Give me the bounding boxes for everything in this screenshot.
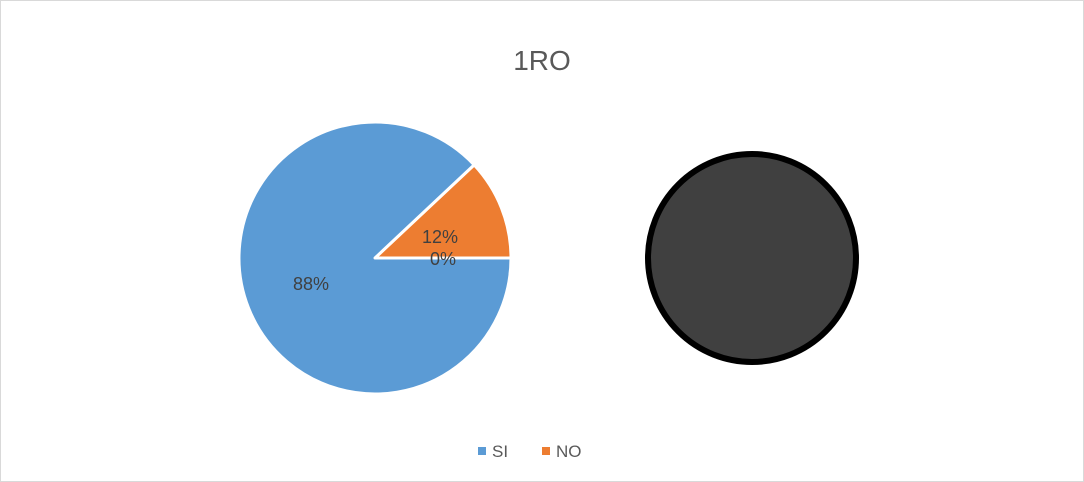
data-label-zero: 0% bbox=[430, 249, 456, 269]
legend-label-si: SI bbox=[492, 442, 508, 461]
pie-slice-si bbox=[237, 120, 513, 396]
empty-pie-circle bbox=[645, 151, 859, 365]
legend: SI NO bbox=[478, 442, 582, 461]
legend-swatch-no bbox=[542, 447, 550, 455]
legend-label-no: NO bbox=[556, 442, 582, 461]
legend-swatch-si bbox=[478, 447, 486, 455]
pie-2 bbox=[645, 151, 859, 365]
data-label-si: 88% bbox=[293, 274, 329, 294]
chart-title: 1RO bbox=[513, 45, 571, 76]
pie-1 bbox=[237, 120, 513, 396]
data-label-no: 12% bbox=[422, 227, 458, 247]
pie-slice-no bbox=[373, 163, 513, 260]
